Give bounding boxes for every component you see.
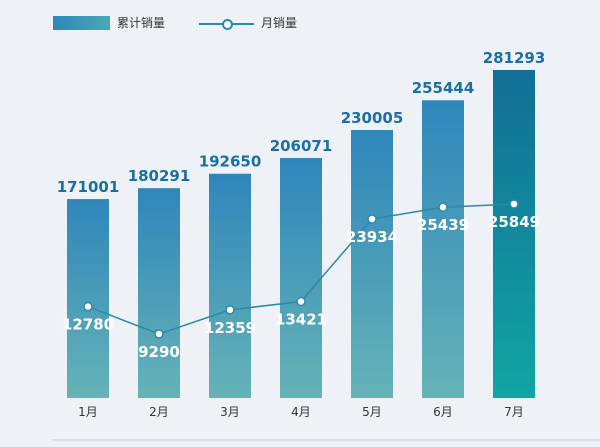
line-value-label-2: 9290 bbox=[138, 343, 180, 361]
bar-value-label-1: 171001 bbox=[57, 178, 120, 196]
x-tick-label-7: 7月 bbox=[504, 405, 524, 419]
line-value-label-7: 25849 bbox=[488, 213, 540, 231]
legend-item-monthly: 月销量 bbox=[199, 14, 297, 31]
bar-value-label-5: 230005 bbox=[341, 109, 404, 127]
line-value-label-4: 13421 bbox=[275, 311, 327, 329]
x-tick-label-5: 5月 bbox=[362, 405, 382, 419]
legend: 累计销量 月销量 bbox=[53, 14, 321, 31]
bar-value-label-3: 192650 bbox=[199, 153, 262, 171]
line-value-label-5: 23934 bbox=[346, 228, 398, 246]
x-tick-label-2: 2月 bbox=[149, 405, 169, 419]
legend-label-cumulative: 累计销量 bbox=[117, 16, 166, 30]
legend-bar-swatch bbox=[53, 15, 110, 30]
line-point-2 bbox=[154, 329, 164, 339]
bar-7 bbox=[493, 70, 535, 398]
bar-5 bbox=[351, 130, 393, 398]
line-point-4 bbox=[296, 296, 306, 307]
bar-value-label-6: 255444 bbox=[412, 79, 475, 97]
line-value-label-6: 25439 bbox=[417, 216, 469, 234]
legend-label-monthly: 月销量 bbox=[261, 16, 298, 30]
line-point-3 bbox=[225, 305, 235, 315]
line-value-label-1: 12780 bbox=[62, 316, 114, 334]
bar-3 bbox=[209, 173, 251, 398]
x-tick-label-6: 6月 bbox=[433, 405, 453, 419]
legend-line-swatch bbox=[199, 16, 255, 30]
bar-4 bbox=[280, 158, 322, 398]
x-tick-label-4: 4月 bbox=[291, 405, 311, 419]
legend-item-cumulative: 累计销量 bbox=[53, 14, 165, 31]
bar-value-label-7: 281293 bbox=[483, 49, 546, 67]
bar-6 bbox=[422, 100, 464, 399]
line-value-label-3: 12359 bbox=[204, 319, 256, 337]
x-tick-label-3: 3月 bbox=[220, 405, 240, 419]
x-tick-label-1: 1月 bbox=[78, 405, 98, 419]
bar-value-label-4: 206071 bbox=[270, 137, 333, 155]
line-point-7 bbox=[509, 199, 519, 209]
line-point-6 bbox=[438, 202, 448, 212]
bar-value-label-2: 180291 bbox=[128, 167, 191, 185]
line-point-1 bbox=[83, 301, 93, 312]
bar-2 bbox=[138, 188, 180, 398]
bar-1 bbox=[67, 199, 109, 398]
line-point-5 bbox=[367, 214, 377, 224]
